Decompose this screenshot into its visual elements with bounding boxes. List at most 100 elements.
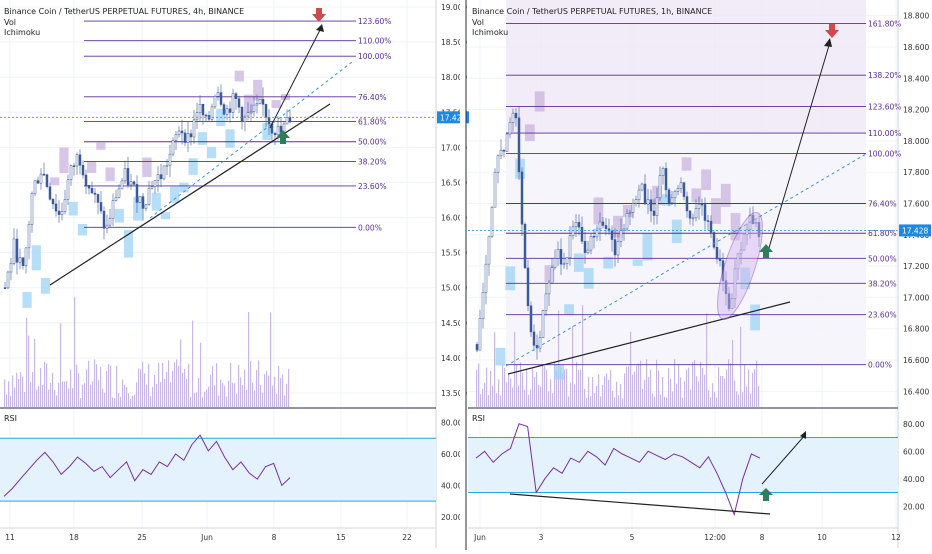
volume-bar	[54, 390, 56, 407]
fib-level-label: 23.60%	[358, 182, 387, 191]
volume-bar	[532, 367, 534, 407]
candle-body	[225, 108, 229, 115]
volume-bar	[528, 394, 530, 407]
indicator-label: Ichimoku	[4, 28, 40, 37]
candle-body	[610, 230, 614, 240]
cloud-segment-bullish	[632, 259, 643, 266]
volume-bars	[4, 296, 290, 407]
candle-body	[240, 107, 244, 122]
volume-bar	[720, 376, 722, 407]
candle-body	[688, 210, 692, 219]
volume-bar	[232, 382, 234, 407]
volume-bar	[112, 397, 114, 407]
volume-bar	[94, 359, 96, 407]
rsi-label: RSI	[472, 414, 485, 423]
volume-bar	[542, 363, 544, 407]
candle-body	[249, 111, 253, 114]
fib-level-label: 23.60%	[868, 311, 897, 320]
volume-bar	[52, 372, 54, 407]
volume-bar	[566, 368, 568, 407]
cloud-segment-bullish	[505, 266, 516, 291]
price-axis-tick: 17.800	[903, 168, 929, 177]
rsi-line	[475, 423, 761, 517]
volume-bar	[62, 381, 64, 407]
candle-body	[703, 204, 707, 221]
cloud-segment-bearish	[96, 142, 106, 150]
cloud-segment-bullish	[206, 146, 217, 159]
cloud-segment-bullish	[642, 233, 653, 261]
time-axis-tick: 18	[69, 533, 79, 542]
fib-level-label: 100.00%	[868, 149, 901, 158]
volume-bar	[276, 394, 278, 407]
time-axis-tick: 12	[891, 533, 901, 542]
candle-body	[237, 98, 241, 108]
cloud-segment-bearish	[720, 183, 731, 207]
fib-level-label: 123.60%	[358, 17, 391, 26]
price-axis-tick: 18.800	[903, 12, 929, 21]
dashed-trend-projection	[149, 61, 353, 219]
candle-body	[694, 208, 698, 219]
volume-bar	[68, 388, 70, 407]
volume-bar	[198, 377, 200, 407]
volume-bar	[602, 384, 604, 407]
cloud-segment-bullish	[123, 230, 134, 258]
volume-bar	[616, 381, 618, 407]
volume-bar	[46, 363, 48, 407]
volume-bar	[84, 383, 86, 407]
volume-bar	[238, 364, 240, 407]
rsi-projection-arrowhead	[800, 431, 806, 439]
volume-bar	[60, 323, 62, 407]
indicator-label: Vol	[4, 18, 16, 27]
volume-bar	[540, 386, 542, 407]
volume-bar	[666, 397, 668, 407]
volume-bar	[638, 363, 640, 407]
volume-bar	[148, 363, 150, 407]
candle-body	[126, 168, 130, 186]
candle-body	[757, 222, 761, 238]
candle-body	[709, 220, 713, 233]
volume-bar	[102, 388, 104, 407]
rsi-label: RSI	[4, 414, 17, 423]
volume-bar	[636, 365, 638, 407]
volume-bar	[130, 398, 132, 407]
volume-bar	[174, 362, 176, 407]
candle-body	[231, 93, 235, 113]
volume-bar	[682, 397, 684, 407]
volume-bar	[90, 384, 92, 407]
candle-body	[60, 211, 64, 215]
volume-bar	[152, 386, 154, 407]
candle-body	[189, 133, 193, 138]
volume-bar	[648, 377, 650, 407]
dashed-trend-projection	[505, 153, 867, 367]
volume-bar	[100, 367, 102, 407]
candle-body	[571, 226, 575, 236]
volume-bar	[688, 367, 690, 407]
volume-bar	[726, 369, 728, 407]
price-axis-tick: 16.000	[441, 214, 467, 223]
volume-bar	[14, 387, 16, 407]
volume-bar	[676, 383, 678, 407]
volume-bar	[708, 390, 710, 407]
cloud-segment-bullish	[179, 182, 189, 193]
target-projection-line	[765, 41, 831, 259]
fib-level-label: 61.80%	[868, 229, 897, 238]
cloud-segment-bullish	[262, 123, 272, 140]
candle-body	[96, 194, 100, 203]
down-arrow-marker	[312, 8, 326, 22]
volume-bar	[108, 364, 110, 407]
volume-bar	[634, 371, 636, 407]
volume-bar	[730, 363, 732, 407]
volume-bar	[18, 379, 20, 407]
volume-bar	[168, 360, 170, 407]
volume-bar	[714, 391, 716, 407]
price-axis-tick: 18.500	[441, 38, 467, 47]
volume-bar	[116, 365, 118, 407]
volume-bar	[42, 384, 44, 407]
price-axis-tick: 17.000	[441, 143, 467, 152]
candle-body	[42, 173, 46, 176]
volume-bar	[280, 377, 282, 407]
cloud-segment-bullish	[114, 208, 124, 223]
volume-bar	[748, 369, 750, 407]
